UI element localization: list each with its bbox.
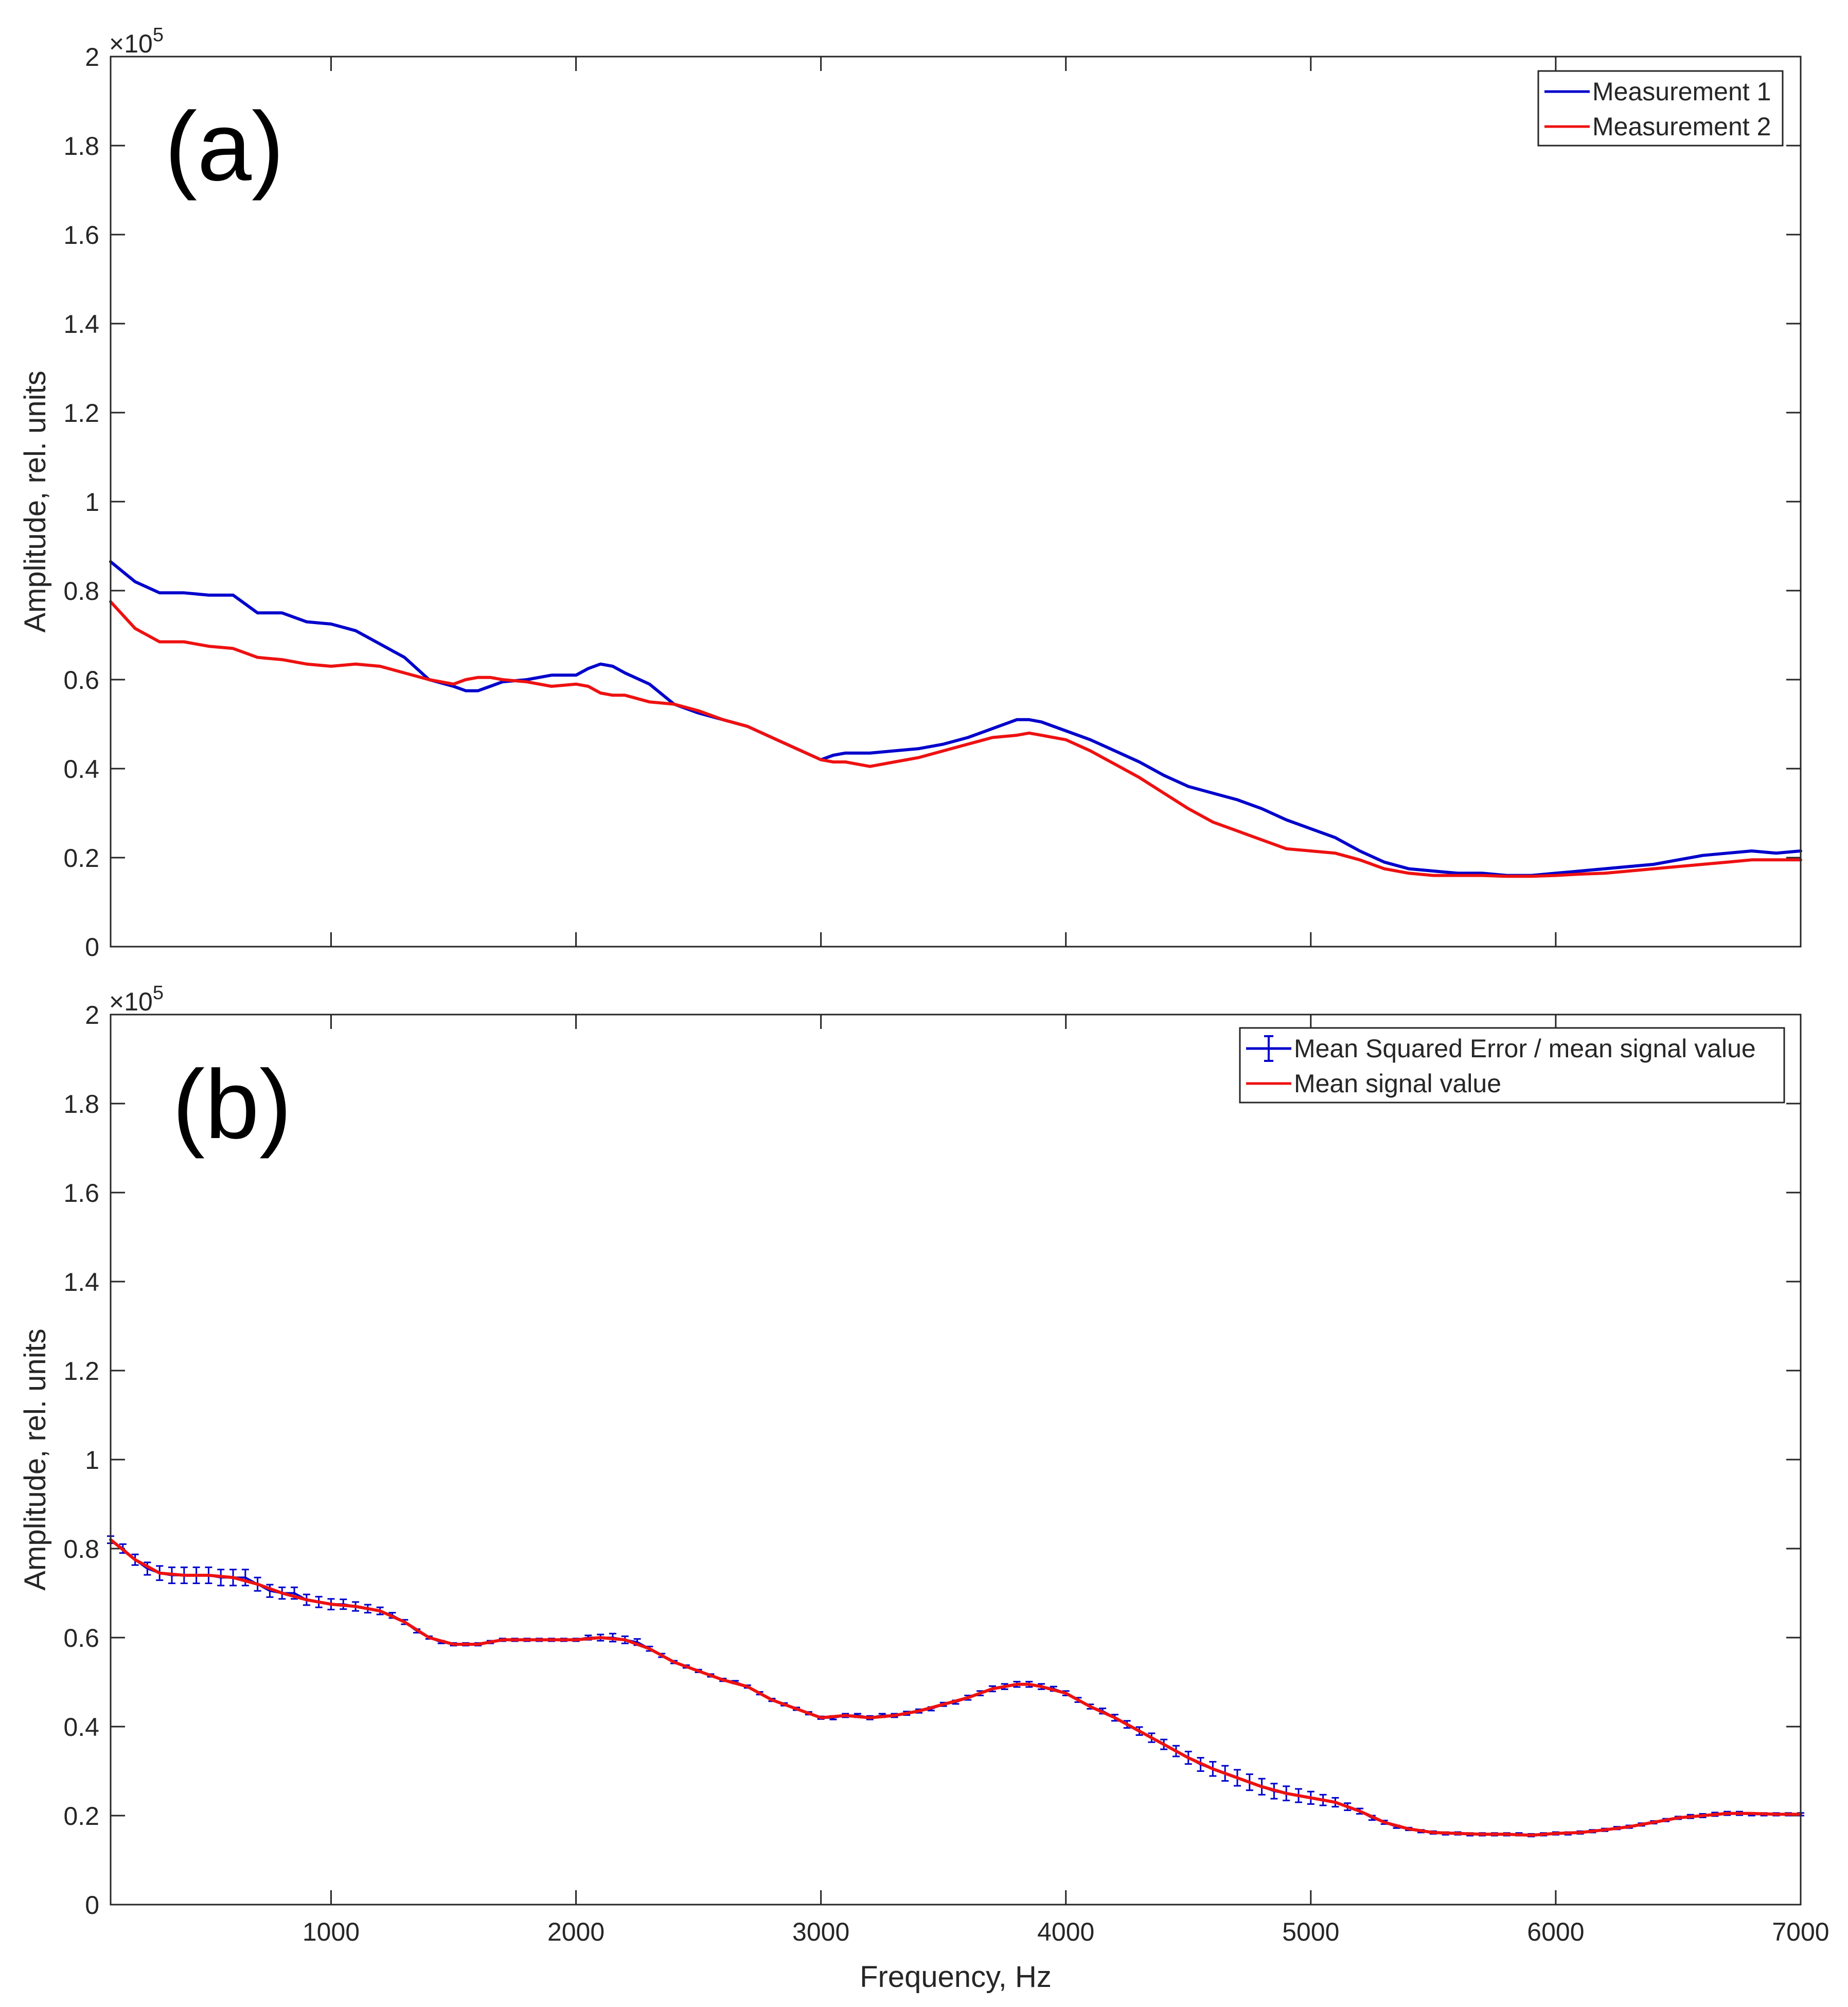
panel-label-b: (b) [172,1050,292,1159]
y-tick-label: 2 [85,1001,99,1029]
x-tick-label: 7000 [1772,1917,1829,1946]
exponent-label-a: ×105 [109,24,164,58]
legend-box [1239,1027,1785,1104]
exponent-base-a: ×10 [109,29,153,58]
panel-label-a: (a) [165,92,284,201]
legend-box [1537,70,1784,147]
legend-entry: Measurement 2 [1592,112,1771,141]
legend-entry: Measurement 1 [1592,77,1771,106]
y-tick-label: 1 [85,1446,99,1475]
y-tick-label: 0.6 [63,1624,99,1653]
series-line-2 [109,1538,1802,1837]
chart-panel-a: 0 0.2 0.4 0.6 0.8 1 1.2 1.4 1.6 1.8 2 Amplitude, r… [19,24,1802,962]
legend-entry: Mean signal value [1294,1069,1501,1098]
y-tick-label: 1.6 [63,221,99,250]
plot-area-a [111,57,1801,947]
axes-frame-a [110,56,1802,948]
y-tick-label: 0.8 [63,577,99,606]
x-tick-label: 6000 [1527,1917,1584,1946]
legend-b: Mean Squared Error / mean signal value Me… [1239,1027,1785,1104]
x-tick-label: 2000 [547,1917,605,1946]
series-line-2 [109,600,1802,878]
x-tick-label: 4000 [1037,1917,1094,1946]
plot-area-b [111,1015,1801,1905]
x-tick-label: 3000 [792,1917,849,1946]
x-axis-label-b: Frequency, Hz [860,1960,1052,1994]
y-tick-label: 0.4 [63,755,99,784]
y-tick-label: 1.4 [63,1268,99,1296]
y-tick-label: 1.2 [63,399,99,428]
axes-frame-b [110,1014,1802,1906]
legend-entry: Mean Squared Error / mean signal value [1294,1034,1756,1063]
exponent-label-b: ×105 [109,982,164,1016]
y-tick-label: 1.8 [63,1090,99,1118]
x-tick-label: 1000 [303,1917,360,1946]
exponent-base-b: ×10 [109,987,153,1016]
y-axis-label-a: Amplitude, rel. units [19,370,52,632]
y-tick-label: 0.2 [63,1802,99,1831]
y-tick-label: 1.6 [63,1179,99,1207]
x-tick-label: 5000 [1282,1917,1339,1946]
y-tick-label: 0 [85,1891,99,1920]
y-tick-label: 0.8 [63,1535,99,1564]
chart-panel-b: 0 0.2 0.4 0.6 0.8 1 1.2 1.4 1.6 1.8 2 1000 2000 3000… [19,982,1829,1994]
y-axis-label-b: Amplitude, rel. units [19,1328,52,1590]
y-tick-label: 0 [85,933,99,962]
y-tick-label: 1.2 [63,1357,99,1386]
y-tick-label: 2 [85,43,99,72]
exponent-power-a: 5 [153,24,164,46]
y-tick-label: 1.4 [63,310,99,339]
y-tick-label: 0.2 [63,844,99,873]
y-tick-label: 1 [85,488,99,517]
legend-a: Measurement 1 Measurement 2 [1537,70,1784,147]
exponent-power-b: 5 [153,982,164,1004]
y-tick-label: 1.8 [63,132,99,161]
y-tick-label: 0.6 [63,666,99,695]
y-tick-label: 0.4 [63,1713,99,1742]
